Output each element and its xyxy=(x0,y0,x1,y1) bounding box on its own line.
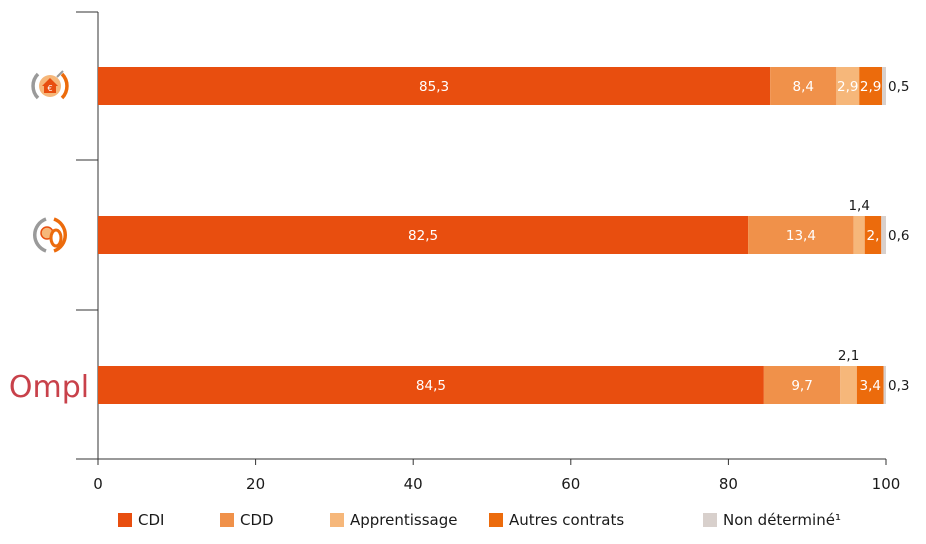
bar-segment xyxy=(98,366,764,404)
x-tick-label: 60 xyxy=(561,475,580,493)
legend: CDI CDD Apprentissage Autres contrats Non dé… xyxy=(118,511,841,529)
x-tick-label: 0 xyxy=(93,475,103,493)
x-tick-label: 20 xyxy=(246,475,265,493)
legend-swatch xyxy=(703,513,717,527)
bar-segment xyxy=(881,216,886,254)
bar-segment xyxy=(859,67,883,105)
data-label: 0,3 xyxy=(888,378,909,394)
axes: 0 20 40 60 80 100 xyxy=(76,11,901,493)
legend-swatch xyxy=(220,513,234,527)
data-label: 0,6 xyxy=(888,228,909,244)
bar-segment xyxy=(98,67,771,105)
legend-label: Autres contrats xyxy=(509,511,624,529)
bar-segment xyxy=(98,216,749,254)
data-label: 8,4 xyxy=(793,79,814,95)
house-euro-icon: € xyxy=(31,70,69,100)
x-tick-label: 40 xyxy=(404,475,423,493)
bar-segment xyxy=(853,216,865,254)
bar-segment xyxy=(864,216,882,254)
bar-segment xyxy=(883,366,886,404)
legend-label: Apprentissage xyxy=(350,511,458,529)
bar-segment xyxy=(856,366,884,404)
bar-segment xyxy=(840,366,857,404)
data-label: 84,5 xyxy=(416,378,446,394)
legend-swatch xyxy=(489,513,503,527)
legend-swatch xyxy=(118,513,132,527)
legend-label: Non déterminé¹ xyxy=(723,511,841,529)
hand-coins-icon xyxy=(33,217,67,253)
x-tick-label: 80 xyxy=(719,475,738,493)
bar-segment xyxy=(763,366,841,404)
data-label: 2,9 xyxy=(860,79,881,95)
legend-label: CDD xyxy=(240,511,274,529)
data-label: 3,4 xyxy=(859,378,880,394)
ompl-row-label: Ompl xyxy=(9,370,89,405)
data-label: 1,4 xyxy=(848,198,869,214)
x-tick-label: 100 xyxy=(872,475,901,493)
data-label: 9,7 xyxy=(791,378,812,394)
data-label: 2,1 xyxy=(838,348,859,364)
data-label: 85,3 xyxy=(419,79,449,95)
data-label: 82,5 xyxy=(408,228,438,244)
svg-text:€: € xyxy=(47,84,52,93)
legend-label: CDI xyxy=(138,511,164,529)
bar-segment xyxy=(836,67,860,105)
bar-segment xyxy=(748,216,854,254)
data-label: 0,5 xyxy=(888,79,909,95)
bar-segment xyxy=(770,67,837,105)
data-label: 2,9 xyxy=(837,79,858,95)
row-icons: € Ompl xyxy=(9,70,89,405)
data-label: 13,4 xyxy=(786,228,816,244)
legend-swatch xyxy=(330,513,344,527)
data-label: 2, xyxy=(867,228,880,244)
bar-segment xyxy=(882,67,886,105)
bars: 85,3 8,4 2,9 2,9 0,5 82,5 13,4 1,4 2, 0,6 84,5 9,7 2… xyxy=(98,67,909,404)
